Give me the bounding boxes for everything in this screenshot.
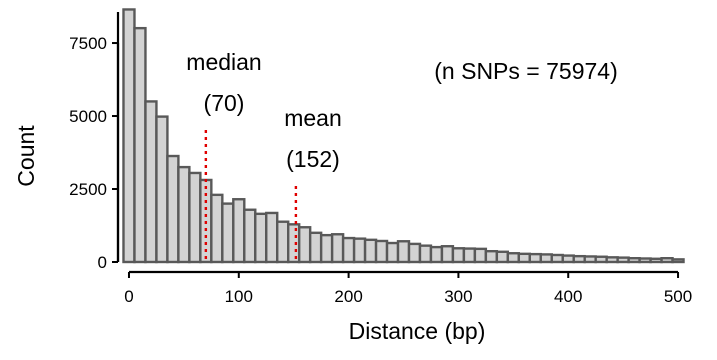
histogram-bar (166, 154, 180, 264)
y-tick-label: 0 (98, 253, 107, 272)
histogram-bar (254, 212, 268, 264)
x-tick-label: 0 (124, 287, 133, 306)
histogram-bar (374, 239, 389, 264)
histogram-bar (462, 247, 477, 264)
histogram-bar (155, 115, 169, 264)
histogram-bar (550, 253, 564, 264)
histogram-bar (429, 245, 444, 264)
histogram-bar (660, 257, 674, 264)
histogram-bar (232, 198, 246, 264)
y-tick-label: 7500 (69, 34, 107, 53)
histogram-bar (418, 244, 433, 264)
histogram-bar (265, 211, 279, 264)
y-axis-title: Count (13, 125, 39, 187)
histogram-bar (396, 240, 411, 264)
histogram-bar (188, 171, 202, 264)
histogram-bar (561, 254, 575, 264)
histogram-bar (451, 247, 466, 264)
mean-value-label: (152) (286, 146, 340, 172)
x-tick-label: 100 (225, 287, 253, 306)
histogram-bar (605, 256, 619, 264)
histogram-bar (297, 226, 312, 264)
histogram-bar (210, 193, 224, 264)
histogram-bar (671, 258, 685, 264)
histogram-bar (385, 241, 400, 264)
histogram-bar (572, 254, 586, 264)
histogram-bar (583, 255, 597, 264)
histogram-bar (594, 255, 608, 264)
y-tick-label: 2500 (69, 180, 107, 199)
x-tick-label: 500 (664, 287, 692, 306)
histogram-bar (341, 236, 356, 264)
histogram-bar (122, 8, 136, 264)
histogram-bar (495, 250, 510, 264)
histogram-bar (627, 257, 641, 264)
x-tick-label: 200 (334, 287, 362, 306)
histogram-bar (484, 249, 499, 264)
histogram-bar (144, 100, 158, 264)
histogram-bar (649, 257, 663, 264)
histogram-bar (638, 257, 652, 264)
median-label: median (186, 49, 261, 75)
histogram-bar (177, 165, 191, 264)
histogram-bar (276, 220, 290, 264)
x-axis-title: Distance (bp) (349, 318, 486, 344)
y-tick-label: 5000 (69, 107, 107, 126)
histogram-bar (221, 202, 235, 264)
histogram-bar (363, 238, 378, 264)
histogram-bar (440, 245, 455, 264)
histogram-bar (243, 208, 257, 264)
histogram-bar (287, 223, 301, 264)
histogram-bar (539, 253, 553, 264)
histogram-bar (319, 233, 334, 264)
histogram-bar (616, 256, 630, 264)
labels-layer: Distance (bp) Count (n SNPs = 75974) med… (13, 49, 618, 344)
histogram-bar (308, 231, 323, 264)
histogram-bar (133, 26, 147, 264)
bars-layer (122, 8, 685, 264)
sample-size-annotation: (n SNPs = 75974) (434, 58, 617, 84)
histogram-bar (528, 252, 542, 264)
histogram-bar (517, 252, 531, 264)
histogram-bar (330, 233, 345, 264)
histogram-bar (473, 247, 488, 264)
reference-lines-layer (204, 130, 298, 262)
histogram-bar (407, 242, 422, 264)
histogram-bar (352, 237, 367, 264)
x-tick-label: 300 (444, 287, 472, 306)
mean-label: mean (284, 105, 342, 131)
median-value-label: (70) (204, 90, 245, 116)
x-tick-label: 400 (554, 287, 582, 306)
histogram-bar (506, 252, 521, 264)
